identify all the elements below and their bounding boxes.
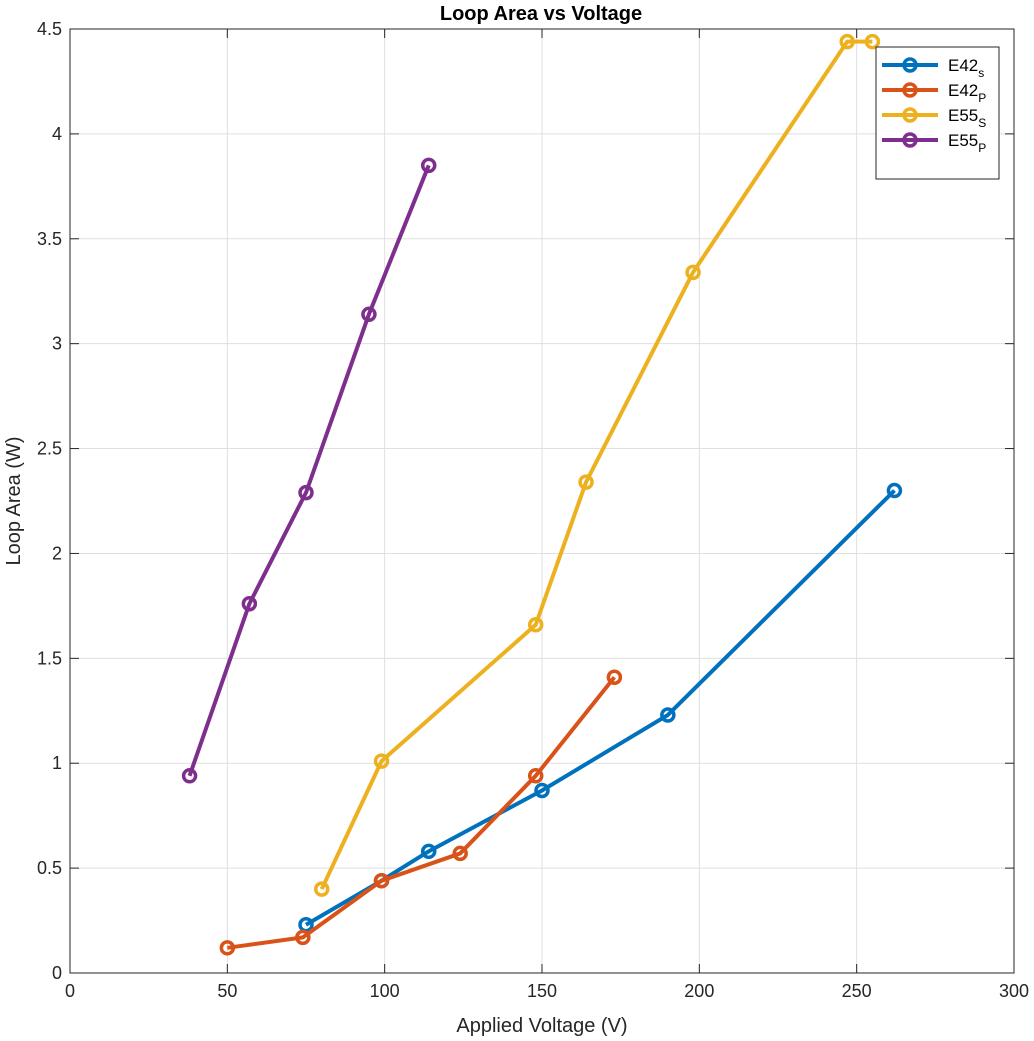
y-tick-label: 0.5 <box>37 858 62 878</box>
chart-title: Loop Area vs Voltage <box>440 3 642 25</box>
legend-label-subscript: s <box>978 66 984 80</box>
data-point <box>685 264 701 281</box>
data-point <box>527 768 544 784</box>
y-tick-label: 3.5 <box>37 229 62 249</box>
data-point <box>298 484 314 501</box>
data-point <box>219 940 236 956</box>
data-point <box>606 669 623 685</box>
legend-marker <box>902 57 918 73</box>
x-axis: 0 50 100 150 200 250 300 <box>65 29 1029 1001</box>
legend-label-subscript: P <box>978 141 986 155</box>
data-point <box>839 33 855 50</box>
x-tick-label: 50 <box>217 981 237 1001</box>
y-tick-label: 4 <box>52 124 62 144</box>
data-point <box>534 782 550 799</box>
x-tick-label: 250 <box>842 981 872 1001</box>
data-point <box>864 33 881 50</box>
y-axis: 0 0.5 1 1.5 2 2.5 3 3.5 4 4.5 <box>37 19 1014 983</box>
series-line <box>227 675 616 950</box>
y-tick-label: 1.5 <box>37 648 62 668</box>
data-point <box>373 753 390 769</box>
y-tick-label: 0 <box>52 963 62 983</box>
data-point <box>578 474 594 490</box>
series-0 <box>298 482 903 933</box>
series-line <box>304 489 896 927</box>
data-point <box>373 872 390 889</box>
series-line <box>187 164 431 777</box>
data-point <box>452 845 468 862</box>
data-point <box>886 482 903 499</box>
data-point <box>420 157 437 174</box>
data-point <box>660 707 676 723</box>
legend-marker <box>902 107 918 123</box>
y-tick-label: 2.5 <box>37 439 62 459</box>
data-point <box>361 306 377 323</box>
y-tick-label: 2 <box>52 543 62 563</box>
legend-label-subscript: S <box>978 116 986 130</box>
legend-marker <box>902 82 918 98</box>
series-1 <box>219 669 623 956</box>
data-point <box>181 768 198 784</box>
series-layer <box>181 33 903 956</box>
data-point <box>295 929 311 946</box>
data-point <box>241 596 258 612</box>
x-tick-label: 150 <box>527 981 557 1001</box>
data-point <box>527 617 544 633</box>
legend-label-subscript: P <box>978 91 986 105</box>
y-tick-label: 1 <box>52 753 62 773</box>
y-tick-label: 4.5 <box>37 19 62 39</box>
y-axis-label: Loop Area (W) <box>3 437 25 566</box>
series-2 <box>313 33 881 897</box>
grid <box>69 28 1015 974</box>
legend-marker <box>902 132 918 148</box>
data-point <box>420 843 437 860</box>
y-tick-label: 3 <box>52 334 62 354</box>
x-tick-label: 100 <box>370 981 400 1001</box>
data-point <box>313 881 330 897</box>
x-tick-label: 0 <box>65 981 75 1001</box>
series-3 <box>181 157 437 784</box>
x-tick-label: 300 <box>999 981 1029 1001</box>
series-line <box>319 39 873 890</box>
x-axis-label: Applied Voltage (V) <box>456 1015 627 1037</box>
x-tick-label: 200 <box>684 981 714 1001</box>
